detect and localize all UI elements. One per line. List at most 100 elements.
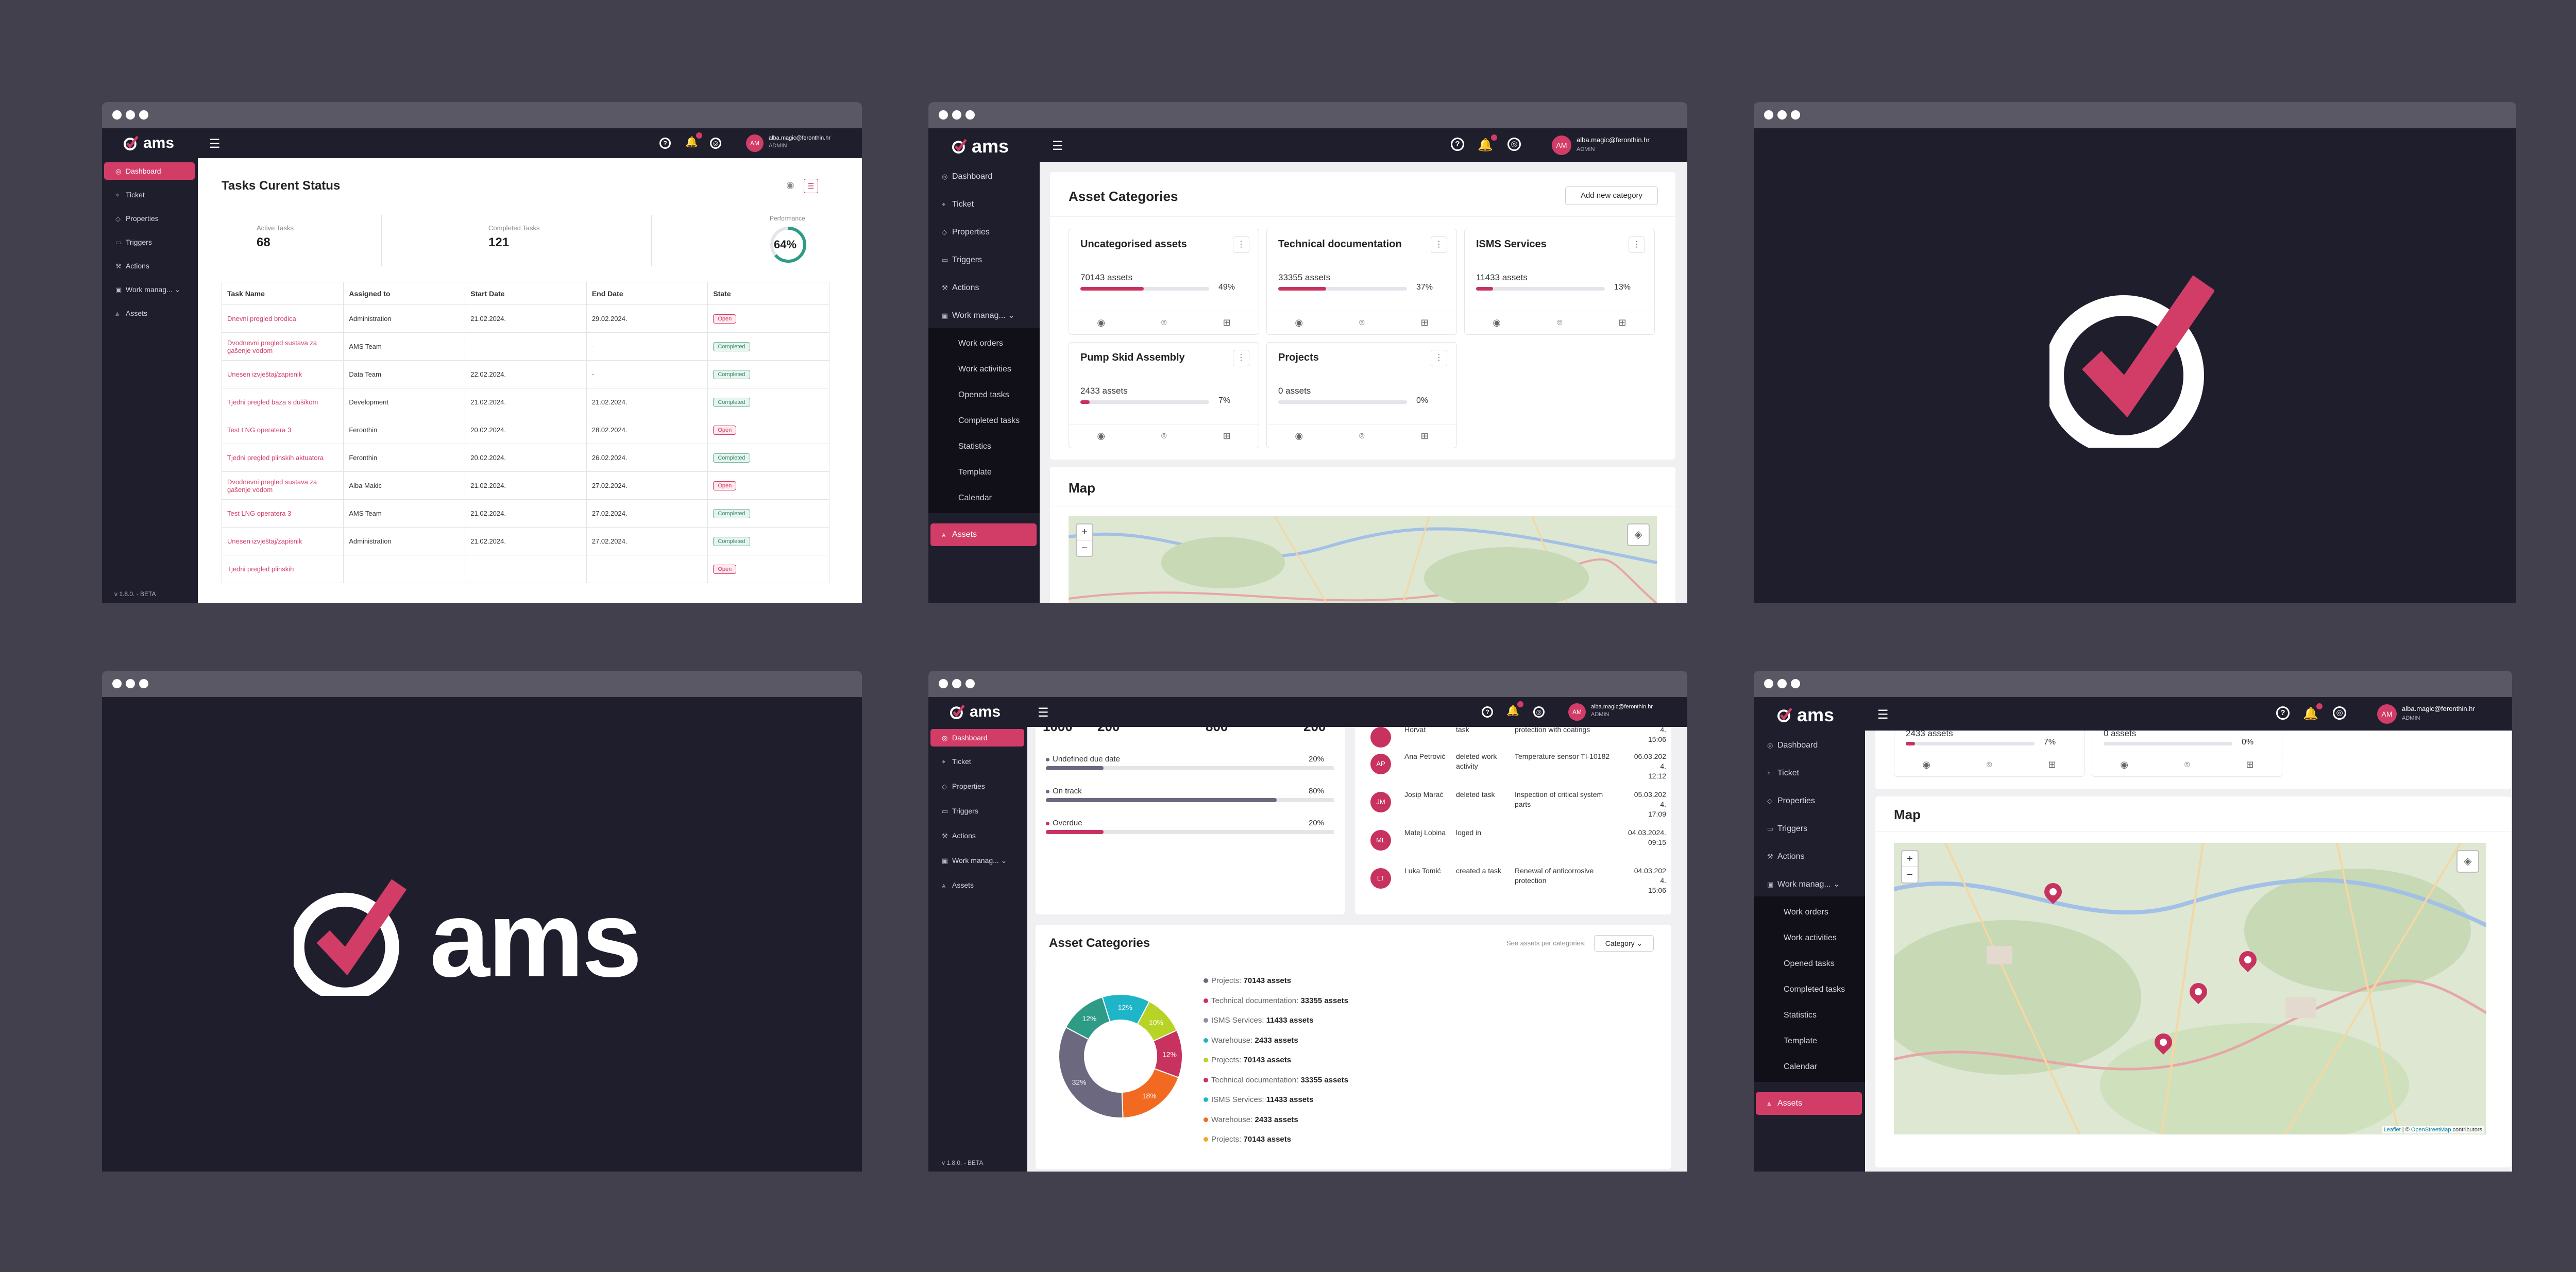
asset-category-card[interactable]: Pump Skid Assembly ⋮ 2433 assets 7% ◉ ⌾ … bbox=[1069, 342, 1259, 448]
sidebar-item-work-management[interactable]: ▣ Work manag... ⌄ bbox=[930, 852, 1007, 869]
table-header[interactable]: Task Name bbox=[221, 282, 344, 305]
task-name-cell[interactable]: Unesen izvještaj/zapisnik bbox=[221, 360, 344, 388]
task-name-cell[interactable]: Tjedni pregled plinskih bbox=[221, 555, 344, 583]
user-info[interactable]: alba.magic@feronthin.hr ADMIN bbox=[1591, 703, 1653, 719]
eye-icon[interactable]: ◉ bbox=[1295, 317, 1303, 328]
eye-icon[interactable]: ◉ bbox=[2120, 759, 2129, 770]
location-pin-icon[interactable]: ⌾ bbox=[1161, 431, 1167, 441]
language-globe-icon[interactable]: ◎ bbox=[1507, 138, 1521, 151]
user-info[interactable]: alba.magic@feronthin.hr ADMIN bbox=[1577, 135, 1650, 154]
task-name-cell[interactable]: Dvodnevni pregled sustava za gašenje vod… bbox=[221, 332, 344, 361]
language-globe-icon[interactable]: ◎ bbox=[2333, 706, 2346, 720]
hierarchy-icon[interactable]: ⊞ bbox=[1223, 431, 1231, 441]
map-zoom-control[interactable]: + − bbox=[1901, 850, 1919, 884]
sidebar-item-dashboard[interactable]: ◎ Dashboard bbox=[930, 729, 1024, 747]
table-row[interactable]: Tjedni pregled plinskih aktuatora Feront… bbox=[221, 444, 829, 472]
menu-toggle-icon[interactable]: ☰ bbox=[1877, 708, 1889, 722]
layers-icon[interactable]: ◈ bbox=[1627, 523, 1650, 546]
asset-category-card[interactable]: Uncategorised assets ⋮ 70143 assets 49% … bbox=[1069, 229, 1259, 335]
task-name-cell[interactable]: Dvodnevni pregled sustava za gašenje vod… bbox=[221, 471, 344, 500]
sidebar-item-assets[interactable]: ⩓ Assets bbox=[930, 523, 1037, 546]
list-view-icon[interactable]: ☰ bbox=[804, 179, 818, 193]
notifications-bell-icon[interactable]: 🔔 bbox=[2303, 703, 2323, 721]
sidebar-item-assets[interactable]: ⩓ Assets bbox=[1756, 1092, 1862, 1115]
submenu-opened-tasks[interactable]: Opened tasks bbox=[1784, 959, 1835, 968]
eye-icon[interactable]: ◉ bbox=[1922, 759, 1931, 770]
sidebar-item-work-management[interactable]: ▣ Work manag... ⌄ bbox=[930, 306, 1015, 326]
submenu-work-orders[interactable]: Work orders bbox=[958, 339, 1003, 348]
task-name-cell[interactable]: Dnevni pregled brodica bbox=[221, 304, 344, 333]
asset-category-card[interactable]: Technical documentation ⋮ 33355 assets 3… bbox=[1266, 229, 1457, 335]
submenu-completed-tasks[interactable]: Completed tasks bbox=[1784, 985, 1845, 994]
asset-category-card[interactable]: ISMS Services ⋮ 11433 assets 13% ◉ ⌾ ⊞ bbox=[1464, 229, 1655, 335]
submenu-calendar[interactable]: Calendar bbox=[958, 494, 992, 502]
zoom-out-button[interactable]: − bbox=[1902, 867, 1918, 883]
table-row[interactable]: Unesen izvještaj/zapisnik Data Team 22.0… bbox=[221, 360, 829, 388]
help-icon[interactable]: ? bbox=[1451, 138, 1464, 151]
sidebar-item-work-management[interactable]: ▣ Work manag... ⌄ bbox=[104, 281, 180, 298]
grid-view-icon[interactable]: ◉ bbox=[786, 180, 794, 190]
eye-icon[interactable]: ◉ bbox=[1295, 431, 1303, 441]
hierarchy-icon[interactable]: ⊞ bbox=[1223, 317, 1231, 328]
language-globe-icon[interactable]: ◎ bbox=[1533, 706, 1545, 718]
kebab-menu-icon[interactable]: ⋮ bbox=[1233, 350, 1249, 366]
sidebar-item-assets[interactable]: ⩓ Assets bbox=[930, 876, 974, 894]
activity-target-link[interactable]: Renewal of anticorrosive protection bbox=[1515, 867, 1594, 885]
table-header[interactable]: End Date bbox=[586, 282, 708, 305]
location-pin-icon[interactable]: ⌾ bbox=[1359, 431, 1365, 441]
sidebar-item-properties[interactable]: ◇ Properties bbox=[930, 777, 985, 795]
map-view[interactable]: + − ◈ bbox=[1069, 516, 1657, 603]
hierarchy-icon[interactable]: ⊞ bbox=[1420, 431, 1429, 441]
hierarchy-icon[interactable]: ⊞ bbox=[2048, 759, 2056, 770]
kebab-menu-icon[interactable]: ⋮ bbox=[1233, 236, 1249, 253]
submenu-completed-tasks[interactable]: Completed tasks bbox=[958, 416, 1020, 425]
asset-category-card[interactable]: 2433 assets 7% ◉ ⌾ ⊞ bbox=[1894, 731, 2084, 777]
table-row[interactable]: Dnevni pregled brodica Administration 21… bbox=[221, 304, 829, 333]
sidebar-item-dashboard[interactable]: ◎ Dashboard bbox=[104, 162, 195, 180]
eye-icon[interactable]: ◉ bbox=[1097, 317, 1106, 328]
task-name-cell[interactable]: Test LNG operatera 3 bbox=[221, 499, 344, 528]
map-zoom-control[interactable]: + − bbox=[1076, 523, 1093, 557]
layers-icon[interactable]: ◈ bbox=[2456, 850, 2479, 873]
submenu-statistics[interactable]: Statistics bbox=[1784, 1011, 1817, 1020]
kebab-menu-icon[interactable]: ⋮ bbox=[1431, 236, 1447, 253]
task-name-cell[interactable]: Tjedni pregled baza s dušikom bbox=[221, 388, 344, 416]
hierarchy-icon[interactable]: ⊞ bbox=[1618, 317, 1626, 328]
user-avatar[interactable]: AM bbox=[1568, 703, 1586, 721]
sidebar-item-properties[interactable]: ◇ Properties bbox=[104, 210, 159, 227]
zoom-out-button[interactable]: − bbox=[1077, 540, 1092, 556]
submenu-opened-tasks[interactable]: Opened tasks bbox=[958, 391, 1009, 399]
sidebar-item-actions[interactable]: ⚒ Actions bbox=[930, 278, 979, 298]
help-icon[interactable]: ? bbox=[1482, 706, 1493, 718]
sidebar-item-ticket[interactable]: ⌖ Ticket bbox=[930, 195, 974, 214]
table-row[interactable]: Tjedni pregled plinskih Open bbox=[221, 555, 829, 583]
asset-category-card[interactable]: Projects ⋮ 0 assets 0% ◉ ⌾ ⊞ bbox=[1266, 342, 1457, 448]
table-row[interactable]: Dvodnevni pregled sustava za gašenje vod… bbox=[221, 471, 829, 500]
location-pin-icon[interactable]: ⌾ bbox=[2184, 759, 2190, 770]
submenu-calendar[interactable]: Calendar bbox=[1784, 1062, 1817, 1071]
kebab-menu-icon[interactable]: ⋮ bbox=[1629, 236, 1645, 253]
table-header[interactable]: Start Date bbox=[465, 282, 587, 305]
kebab-menu-icon[interactable]: ⋮ bbox=[1431, 350, 1447, 366]
table-header[interactable]: State bbox=[707, 282, 829, 305]
sidebar-item-actions[interactable]: ⚒ Actions bbox=[1756, 847, 1804, 867]
submenu-statistics[interactable]: Statistics bbox=[958, 442, 992, 451]
zoom-in-button[interactable]: + bbox=[1907, 853, 1913, 864]
menu-toggle-icon[interactable]: ☰ bbox=[1038, 706, 1049, 720]
sidebar-item-actions[interactable]: ⚒ Actions bbox=[104, 257, 149, 275]
app-logo[interactable]: ams bbox=[951, 135, 1009, 157]
asset-category-card[interactable]: 0 assets 0% ◉ ⌾ ⊞ bbox=[2092, 731, 2282, 777]
notifications-bell-icon[interactable]: 🔔 bbox=[1478, 134, 1497, 152]
table-row[interactable]: Test LNG operatera 3 Feronthin 20.02.202… bbox=[221, 416, 829, 444]
menu-toggle-icon[interactable]: ☰ bbox=[1052, 139, 1063, 153]
sidebar-item-dashboard[interactable]: ◎ Dashboard bbox=[930, 167, 992, 186]
map-view[interactable]: + − ◈ Leaflet | © OpenStreetMap contribut… bbox=[1894, 843, 2486, 1134]
app-logo[interactable]: ams bbox=[1776, 704, 1834, 726]
sidebar-item-ticket[interactable]: ⌖ Ticket bbox=[1756, 764, 1799, 783]
sidebar-item-dashboard[interactable]: ◎ Dashboard bbox=[1756, 736, 1818, 755]
activity-target-link[interactable]: Inspection of critical system parts bbox=[1515, 790, 1603, 808]
table-row[interactable]: Tjedni pregled baza s dušikom Developmen… bbox=[221, 388, 829, 416]
location-pin-icon[interactable]: ⌾ bbox=[1161, 317, 1167, 328]
eye-icon[interactable]: ◉ bbox=[1097, 431, 1106, 441]
task-name-cell[interactable]: Unesen izvještaj/zapisnik bbox=[221, 527, 344, 555]
